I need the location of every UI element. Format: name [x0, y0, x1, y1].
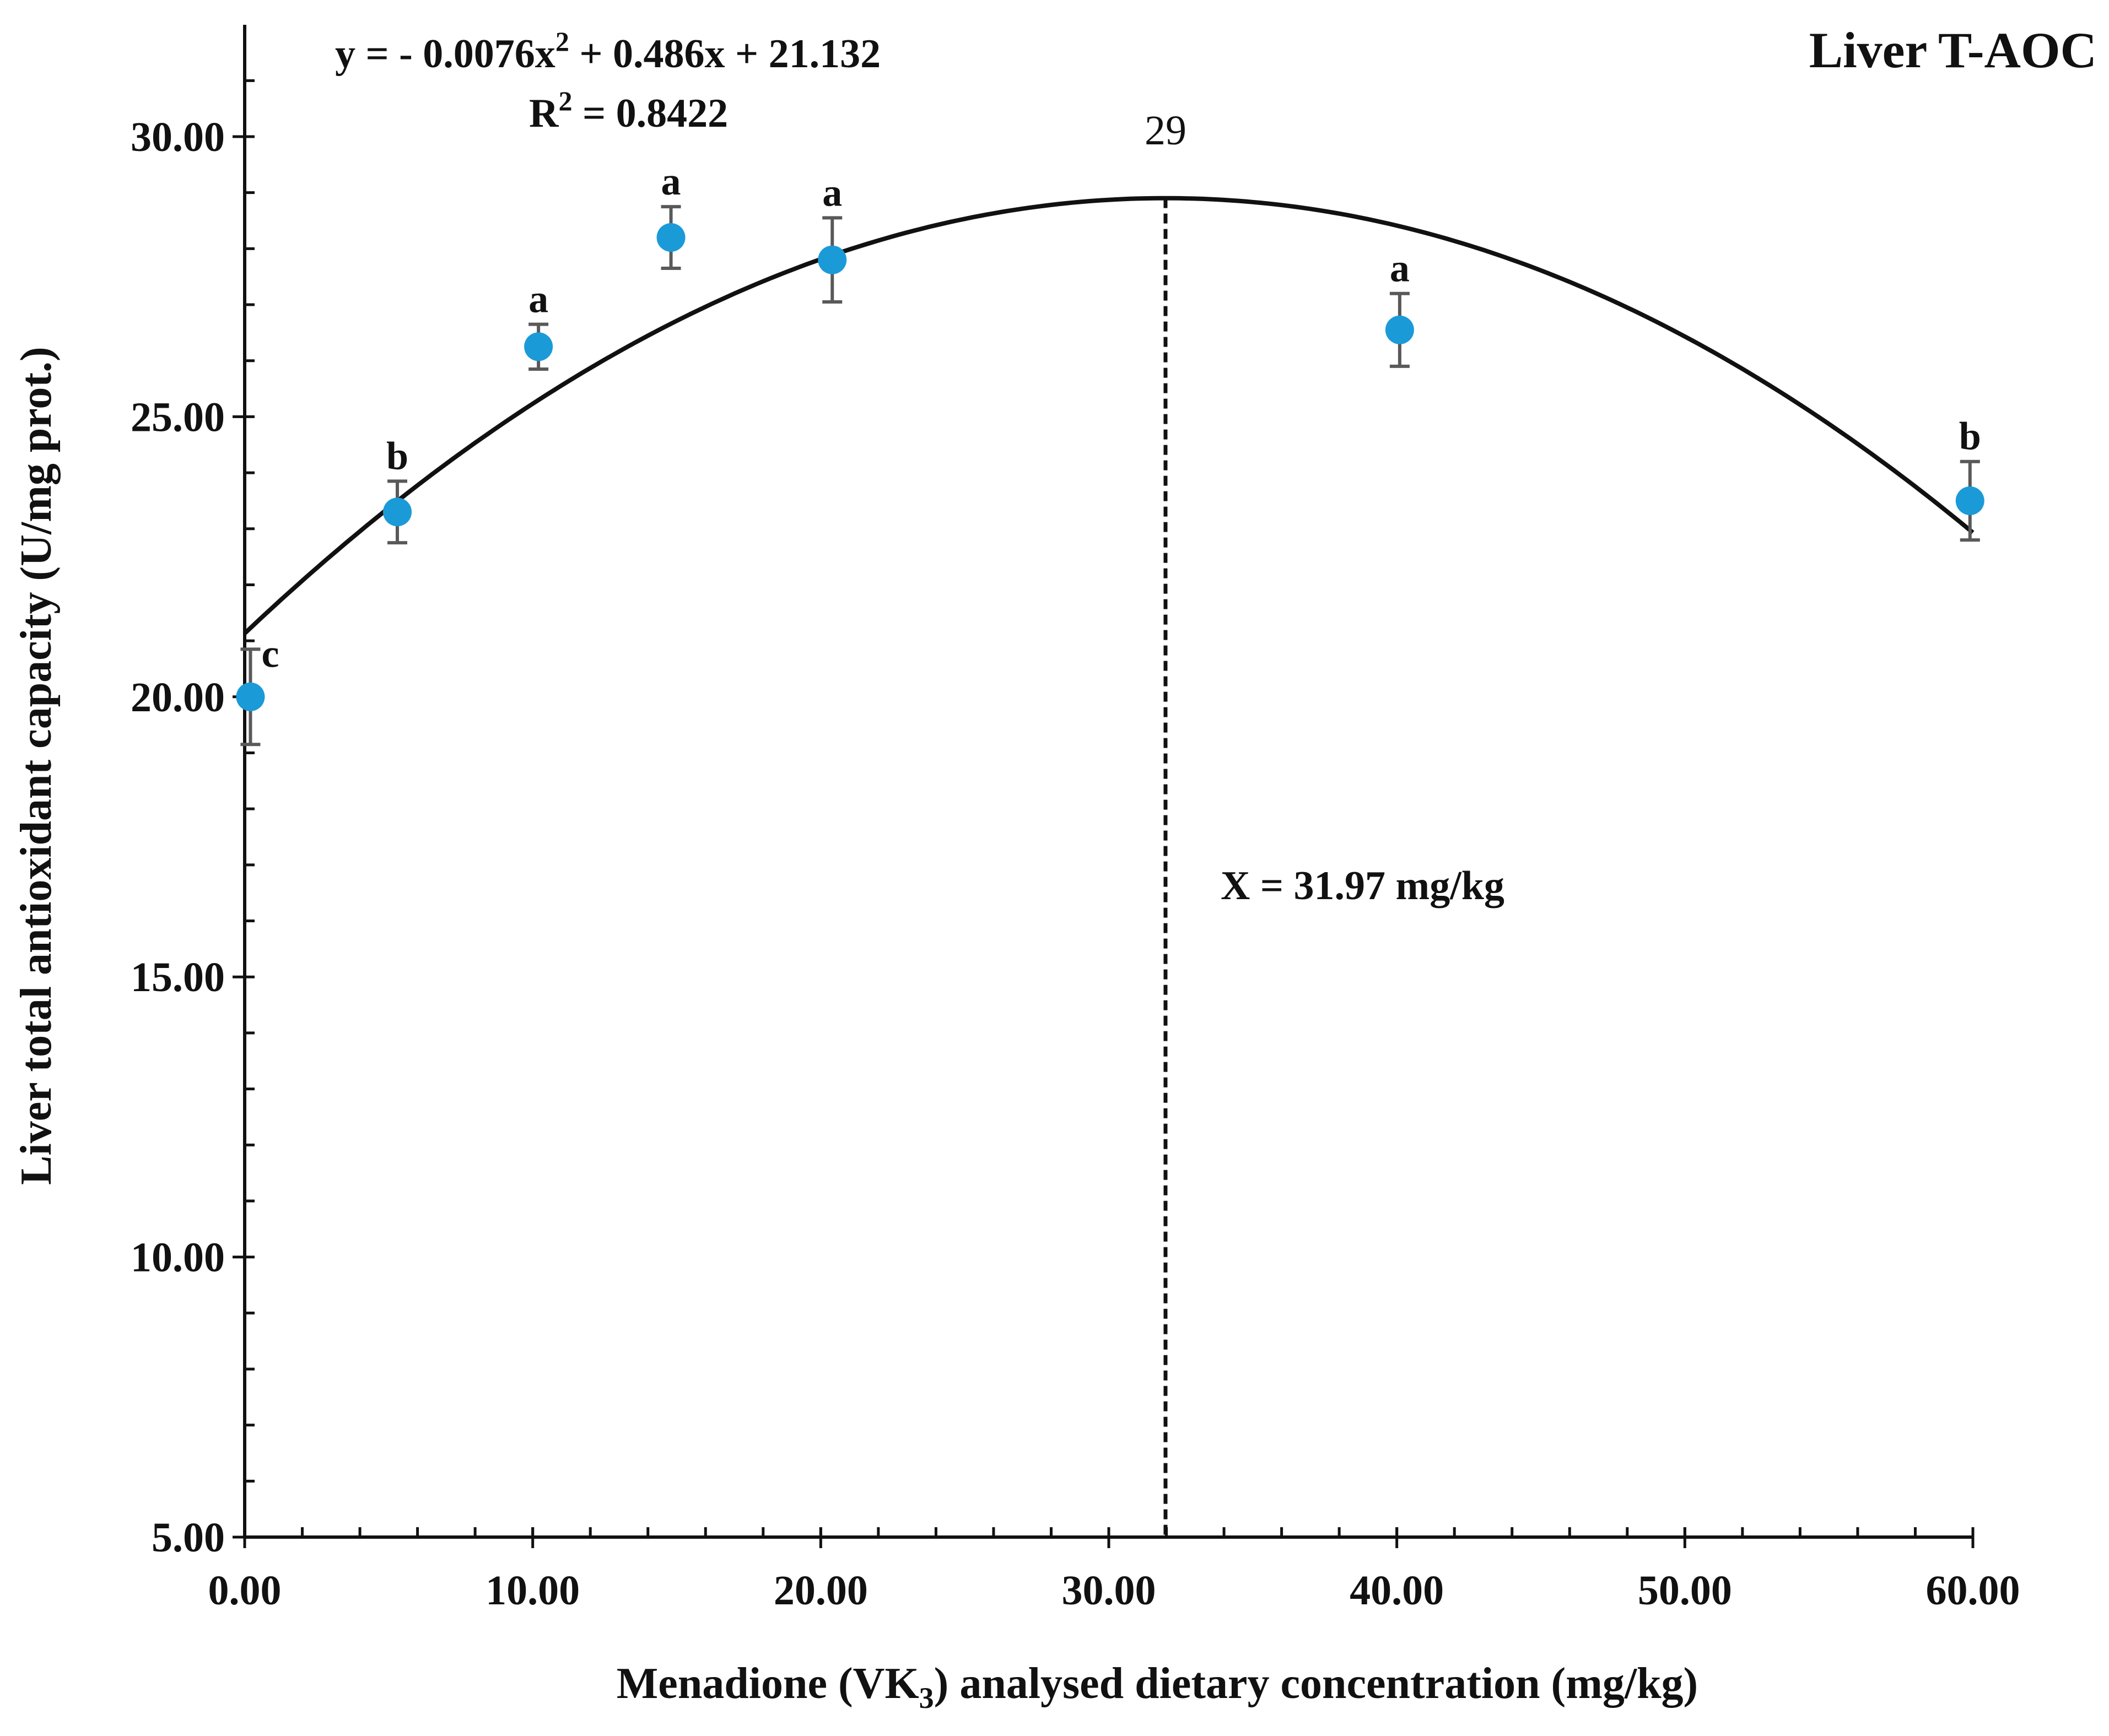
axes: 5.00 10.00 15.00 20.00 25.00 30.00 0.00 10.00 2…: [131, 25, 2020, 1614]
x-axis-title: Menadione (VK3) analysed dietary concent…: [617, 1659, 1698, 1715]
y-ticks: 5.00 10.00 15.00 20.00 25.00 30.00: [131, 79, 255, 1561]
fit-r-squared: R2 = 0.8422: [529, 85, 728, 136]
y-tick-label: 20.00: [131, 674, 225, 721]
y-tick-label: 15.00: [131, 954, 225, 1001]
data-point: [383, 497, 412, 527]
data-point: [524, 332, 553, 361]
y-tick-label: 5.00: [152, 1515, 225, 1561]
chart-title: Liver T-AOC: [1809, 22, 2097, 78]
x-tick-label: 60.00: [1926, 1567, 2020, 1614]
data-points: c b a a a a b: [236, 159, 1984, 747]
significance-letter: c: [261, 631, 279, 675]
x-ticks: 0.00 10.00 20.00 30.00 40.00 50.00 60.00: [208, 1527, 2020, 1614]
data-point: [236, 682, 265, 711]
significance-letter: b: [1959, 414, 1981, 458]
x-tick-label: 0.00: [208, 1567, 282, 1614]
x-tick-label: 30.00: [1062, 1567, 1156, 1614]
x-tick-label: 10.00: [486, 1567, 580, 1614]
data-point: [1955, 486, 1984, 515]
x-tick-label: 40.00: [1350, 1567, 1444, 1614]
significance-letter: b: [386, 434, 408, 478]
optimum-top-label: 29: [1145, 107, 1186, 154]
y-tick-label: 10.00: [131, 1235, 225, 1281]
fit-equation: y = - 0.0076x2 + 0.486x + 21.132: [335, 26, 881, 77]
optimum-label: X = 31.97 mg/kg: [1221, 863, 1504, 908]
data-point: [656, 223, 686, 252]
data-point: [818, 245, 847, 274]
y-tick-label: 25.00: [131, 394, 225, 440]
y-tick-label: 30.00: [131, 114, 225, 160]
significance-letter: a: [1390, 246, 1410, 290]
significance-letter: a: [822, 170, 842, 214]
x-tick-label: 50.00: [1638, 1567, 1732, 1614]
y-axis-title: Liver total antioxidant capacity (U/mg p…: [12, 347, 61, 1185]
x-tick-label: 20.00: [774, 1567, 868, 1614]
significance-letter: a: [528, 277, 548, 321]
data-point: [1385, 315, 1414, 344]
significance-letter: a: [661, 159, 681, 203]
fit-curve: [243, 196, 1975, 635]
